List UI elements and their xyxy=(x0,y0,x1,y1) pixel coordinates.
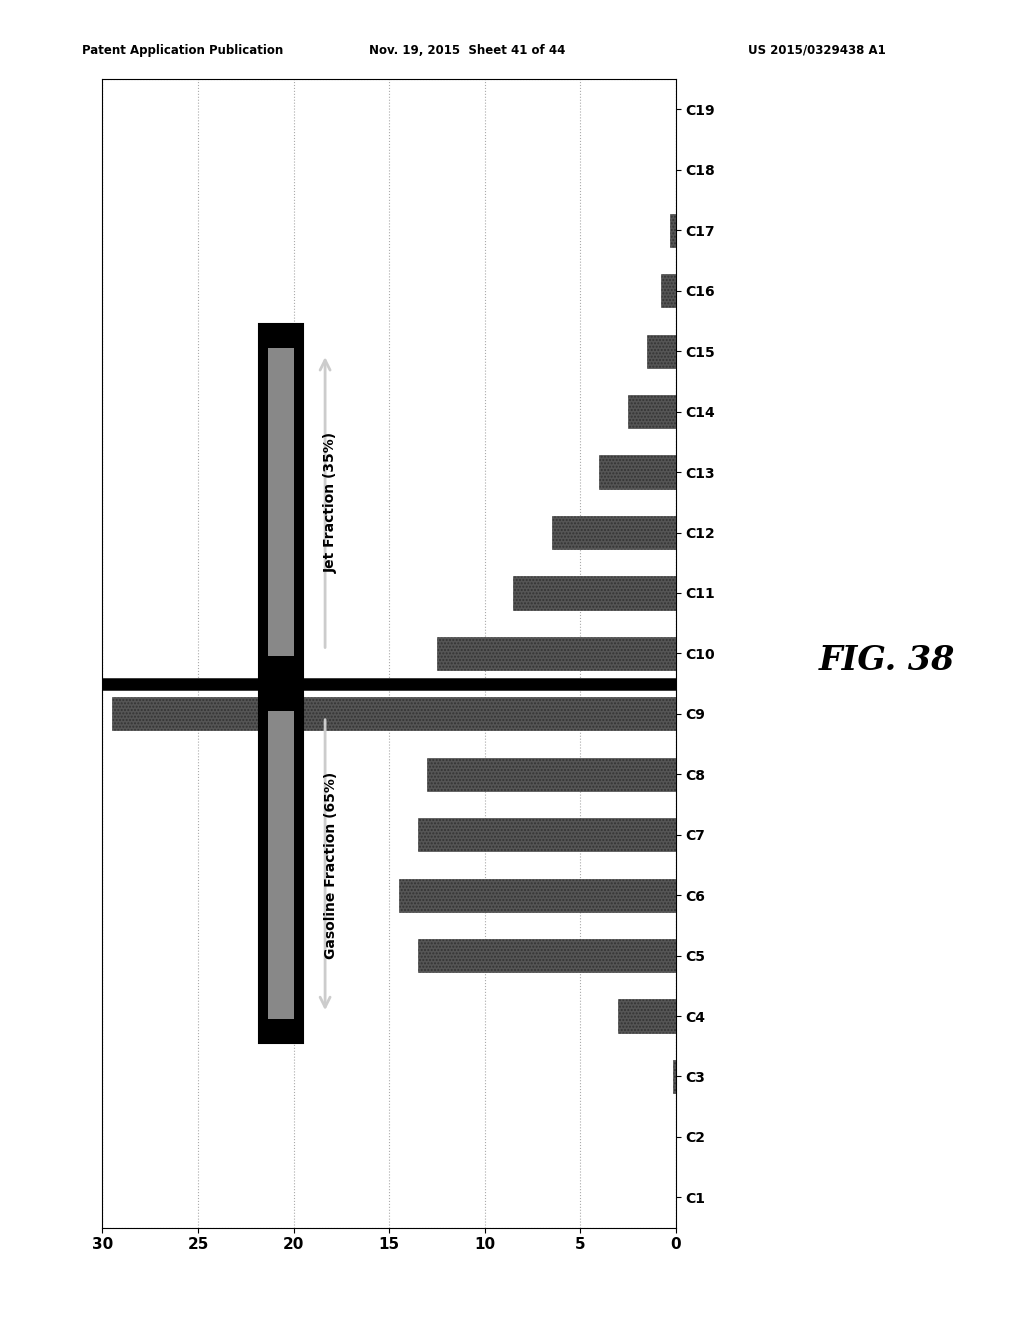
Text: Jet Fraction (35%): Jet Fraction (35%) xyxy=(324,432,338,573)
Bar xyxy=(618,999,676,1032)
Text: FIG. 38: FIG. 38 xyxy=(819,644,955,676)
Bar xyxy=(259,686,303,1043)
Bar xyxy=(673,1060,676,1093)
Bar xyxy=(628,395,676,428)
Bar xyxy=(599,455,676,488)
Bar xyxy=(268,710,294,1019)
Bar xyxy=(513,577,676,610)
Bar xyxy=(552,516,676,549)
Bar xyxy=(647,334,676,368)
Bar xyxy=(670,214,676,247)
Text: Nov. 19, 2015  Sheet 41 of 44: Nov. 19, 2015 Sheet 41 of 44 xyxy=(369,44,565,57)
Bar xyxy=(418,939,676,973)
Bar xyxy=(112,697,676,730)
Text: Gasoline Fraction (65%): Gasoline Fraction (65%) xyxy=(324,771,338,958)
Text: US 2015/0329438 A1: US 2015/0329438 A1 xyxy=(748,44,886,57)
Bar xyxy=(259,323,303,681)
Bar xyxy=(418,818,676,851)
Bar xyxy=(437,636,676,671)
Bar xyxy=(268,348,294,656)
Bar xyxy=(427,758,676,791)
Bar xyxy=(660,275,676,308)
Text: Patent Application Publication: Patent Application Publication xyxy=(82,44,284,57)
Bar xyxy=(398,879,676,912)
